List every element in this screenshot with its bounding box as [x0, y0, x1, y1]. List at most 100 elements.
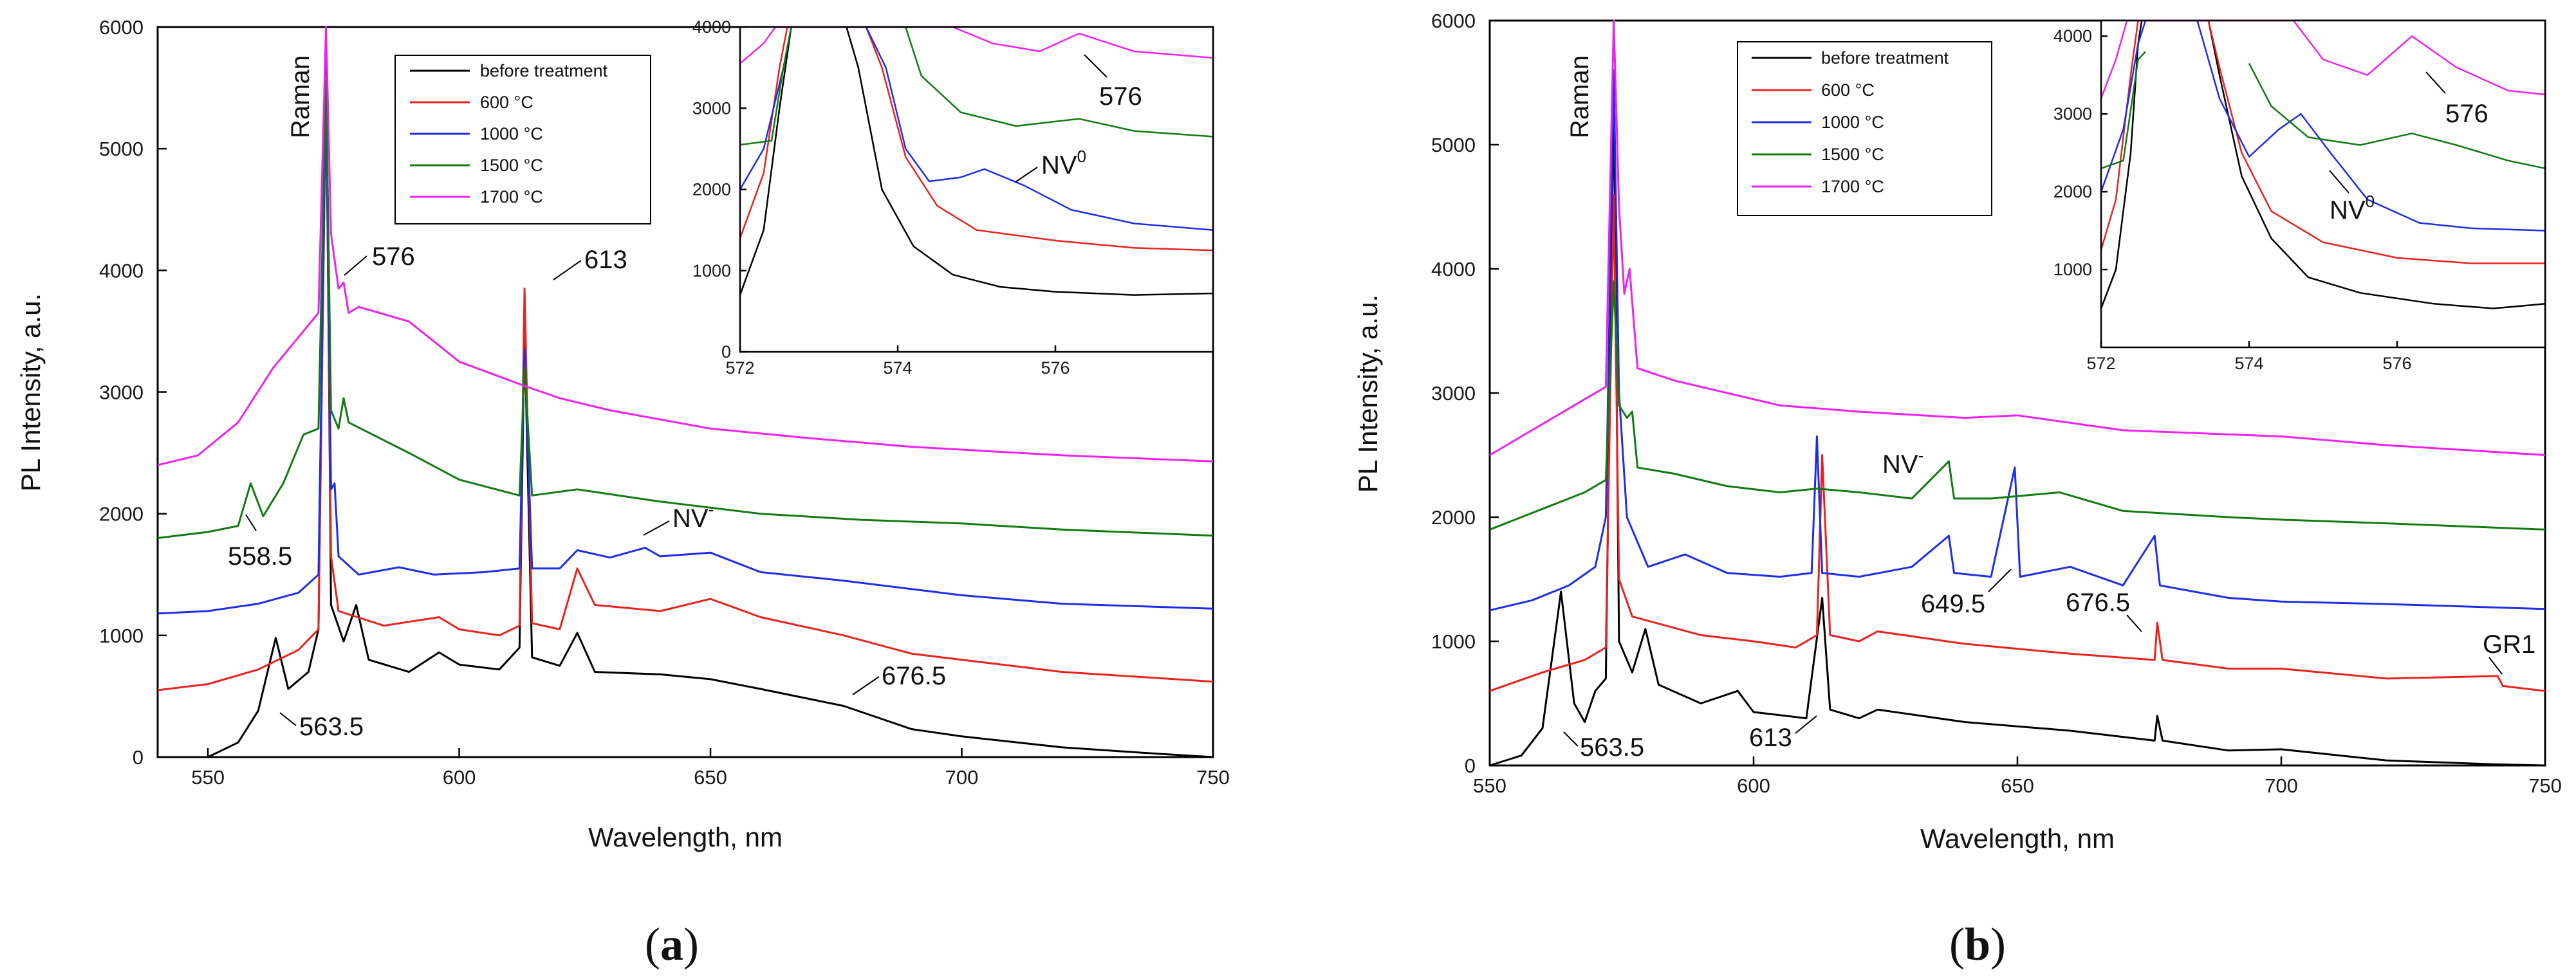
b-xtick-label-750: 750	[2528, 774, 2562, 797]
annotation-563-b: 563.5	[1580, 733, 1644, 762]
legend-label-1700-b: 1700 °C	[1821, 177, 1884, 196]
annotation-arrow-563-a	[279, 712, 297, 726]
b-ytick-label-2000: 2000	[1431, 506, 1476, 529]
b-inset-ytick-label-3000: 3000	[2053, 104, 2092, 124]
annotation-arrow-576-a	[344, 255, 367, 276]
legend-label-600: 600 °C	[480, 93, 533, 112]
legend-label-1000-b: 1000 °C	[1821, 113, 1884, 132]
y-axis-label-a: PL Intensity, a.u.	[15, 293, 46, 491]
a-ytick-label-5000: 5000	[99, 138, 144, 160]
a-inset-xtick-label-572: 572	[725, 358, 754, 378]
a-ytick-label-3000: 3000	[99, 381, 144, 404]
a-series-1500-c	[157, 75, 1214, 539]
b-ytick-label-1000: 1000	[1431, 630, 1476, 653]
inset-arrow-nv0-a	[1015, 167, 1038, 183]
b-inset-series-before-treatment	[2100, 19, 2546, 309]
annotation-arrow-613-a	[553, 260, 582, 280]
annotation-558-a: 558.5	[228, 542, 292, 571]
b-series-before-treatment	[1489, 87, 2546, 767]
a-series-1700-c	[157, 26, 1214, 466]
legend-box-a	[394, 55, 651, 224]
b-inset-ytick-label-2000: 2000	[2053, 182, 2092, 201]
b-ytick-label-5000: 5000	[1431, 134, 1476, 156]
a-xtick-label-750: 750	[1196, 766, 1230, 789]
a-inset-series-1500-c	[739, 26, 1214, 146]
annotation-raman-a: Raman	[286, 55, 315, 138]
annotation-arrow-563-b	[1563, 731, 1579, 747]
chart-panel-a: 550 600 650 700 750 0 1000 2000 3000 4000 5000 6000…	[15, 16, 1230, 852]
a-inset-ytick-label-4000: 4000	[692, 17, 731, 37]
a-inset-series-1700-c	[739, 26, 1214, 64]
inset-frame-b	[2100, 19, 2546, 349]
b-xtick-label-600: 600	[1737, 774, 1770, 797]
b-inset-xtick-label-572: 572	[2086, 354, 2115, 373]
b-inset-ytick-label-1000: 1000	[2053, 260, 2092, 279]
annotation-nv-minus-a: NV-	[672, 500, 714, 533]
inset-annotation-nv0-a: NV0	[1041, 147, 1086, 179]
a-inset-ytick-label-0: 0	[721, 342, 731, 361]
x-axis-label-b: Wavelength, nm	[1920, 823, 2115, 854]
x-axis-label-a: Wavelength, nm	[588, 822, 783, 852]
annotation-gr1-b: GR1	[2483, 630, 2535, 659]
legend-b: before treatment 600 °C 1000 °C 1500 °C …	[1737, 41, 1992, 216]
inset-annotation-nv0-b: NV0	[2330, 192, 2375, 224]
b-ytick-label-6000: 6000	[1431, 10, 1476, 32]
inset-annotation-576-a: 576	[1099, 82, 1142, 111]
a-series-before-treatment	[207, 44, 1214, 758]
chart-panel-b: 550 600 650 700 750 0 1000 2000 3000 4000 5000 6000…	[1353, 10, 2562, 854]
a-ytick-label-0: 0	[133, 746, 144, 769]
annotation-raman-b: Raman	[1566, 55, 1594, 138]
y-axis-label-b: PL Intensity, a.u.	[1353, 295, 1383, 493]
b-series-600-c	[1489, 193, 2546, 692]
legend-label-1500: 1500 °C	[480, 156, 543, 175]
inset-plot-a: 572 574 576 0 1000 2000 3000 4000	[692, 17, 1214, 378]
legend-label-before: before treatment	[480, 61, 608, 80]
panel-label-b: (b)	[1949, 919, 2006, 970]
annotation-arrow-676-b	[2126, 614, 2142, 632]
annotation-arrow-613-b	[1795, 715, 1817, 734]
axes-a: 550 600 650 700 750 0 1000 2000 3000 4000 5000 6000	[99, 16, 1230, 789]
annotations-a: Raman 576 613 NV- 558.5 563.5 676.5	[228, 55, 946, 741]
b-inset-series-1000-c	[2100, 19, 2546, 232]
a-ytick-label-2000: 2000	[99, 503, 144, 526]
a-inset-ytick-label-2000: 2000	[692, 180, 731, 199]
a-inset-xtick-label-574: 574	[883, 358, 912, 378]
annotation-563-a: 563.5	[299, 713, 364, 741]
a-xtick-label-600: 600	[443, 766, 476, 789]
b-inset-series-1500-c	[2248, 62, 2546, 170]
b-ytick-label-3000: 3000	[1431, 382, 1476, 405]
a-ytick-label-1000: 1000	[99, 625, 144, 647]
b-inset-series-1500-c-start	[2100, 51, 2146, 169]
annotation-576-a: 576	[372, 242, 415, 271]
a-inset-ytick-label-1000: 1000	[692, 261, 731, 280]
inset-annotation-576-b: 576	[2445, 100, 2488, 128]
legend-label-before-b: before treatment	[1821, 48, 1949, 68]
inset-frame-a	[739, 26, 1214, 353]
inset-background-a	[740, 27, 1213, 352]
annotation-arrow-558-a	[245, 514, 257, 531]
b-series-1700-c	[1489, 19, 2546, 456]
series-group-b	[1489, 19, 2546, 767]
a-inset-xtick-label-576: 576	[1041, 358, 1070, 378]
a-inset-ytick-label-3000: 3000	[692, 98, 731, 118]
a-xtick-label-650: 650	[694, 766, 727, 789]
inset-plot-b: 572 574 576 1000 2000 3000 4000	[2053, 19, 2546, 373]
annotation-arrow-649-b	[1988, 569, 2012, 592]
annotation-613-a: 613	[584, 246, 627, 274]
a-xtick-label-550: 550	[191, 766, 225, 789]
a-inset-series-600-c	[739, 26, 1214, 252]
legend-label-1500-b: 1500 °C	[1821, 145, 1884, 164]
legend-label-1700: 1700 °C	[480, 187, 543, 206]
b-inset-xtick-label-576: 576	[2382, 354, 2411, 373]
b-ytick-label-4000: 4000	[1431, 258, 1476, 280]
b-xtick-label-700: 700	[2265, 774, 2298, 797]
legend-a: before treatment 600 °C 1000 °C 1500 °C …	[394, 55, 651, 224]
inset-background-b	[2101, 21, 2545, 347]
inset-arrow-576-a	[1084, 54, 1107, 78]
a-ytick-label-6000: 6000	[99, 16, 144, 39]
annotation-arrow-676-a	[852, 676, 880, 695]
a-xtick-label-700: 700	[945, 766, 979, 789]
annotation-arrow-gr1-b	[2488, 657, 2503, 675]
axes-b: 550 600 650 700 750 0 1000 2000 3000 4000 5000 6000	[1431, 10, 2562, 797]
annotation-nv-minus-b: NV-	[1882, 446, 1923, 479]
